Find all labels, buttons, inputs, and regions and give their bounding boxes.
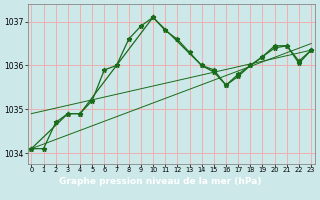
Text: Graphe pression niveau de la mer (hPa): Graphe pression niveau de la mer (hPa) bbox=[59, 178, 261, 186]
